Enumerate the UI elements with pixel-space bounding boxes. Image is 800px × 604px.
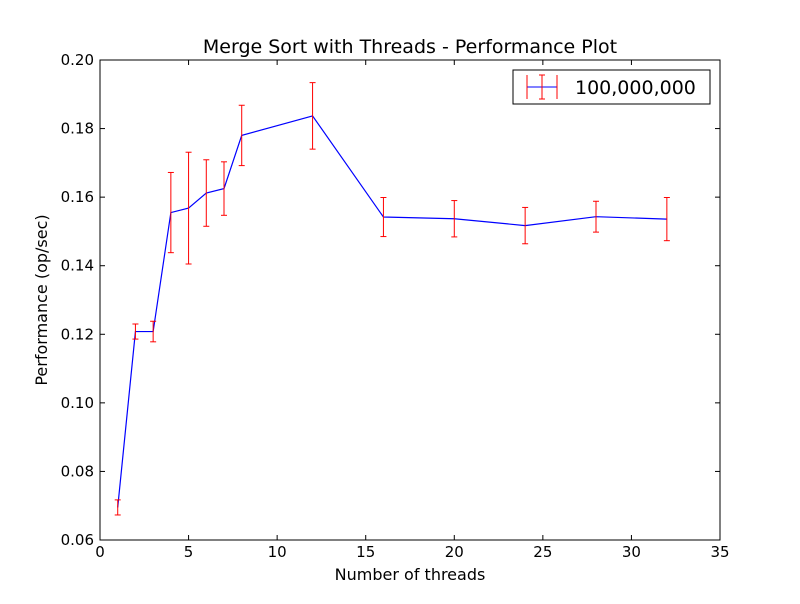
x-tick-label: 25: [533, 543, 552, 561]
x-tick-label: 5: [184, 543, 194, 561]
y-tick-label: 0.18: [61, 120, 94, 138]
y-tick-label: 0.20: [61, 51, 94, 69]
legend: 100,000,000: [513, 70, 710, 104]
y-tick-label: 0.12: [61, 325, 94, 343]
x-tick-label: 15: [356, 543, 375, 561]
chart-title: Merge Sort with Threads - Performance Pl…: [203, 36, 617, 58]
x-tick-label: 35: [710, 543, 729, 561]
x-tick-label: 30: [622, 543, 641, 561]
x-tick-label: 0: [95, 543, 105, 561]
x-tick-label: 10: [268, 543, 287, 561]
legend-label: 100,000,000: [575, 77, 696, 99]
x-tick-label: 20: [445, 543, 464, 561]
y-tick-label: 0.14: [61, 257, 94, 275]
y-tick-label: 0.16: [61, 188, 94, 206]
y-tick-label: 0.08: [61, 462, 94, 480]
y-tick-label: 0.10: [61, 394, 94, 412]
y-axis-label: Performance (op/sec): [32, 214, 51, 385]
y-tick-label: 0.06: [61, 531, 94, 549]
x-axis-label: Number of threads: [335, 565, 486, 584]
